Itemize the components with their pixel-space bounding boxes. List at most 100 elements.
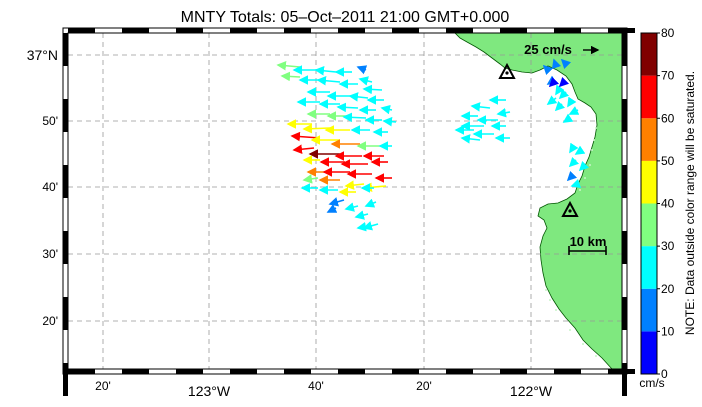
frame-checker <box>622 99 627 132</box>
map-panel[interactable]: 25 cm/s 10 km <box>62 27 635 396</box>
current-vector <box>326 204 338 213</box>
frame-checker <box>554 369 581 374</box>
current-vector <box>356 221 371 232</box>
current-vector <box>358 76 373 86</box>
colorbar-block <box>641 160 657 204</box>
current-vector <box>567 96 577 108</box>
frame-checker <box>63 297 68 330</box>
map-frame-ticks <box>63 28 635 396</box>
frame-checker <box>63 33 68 66</box>
current-vector <box>382 116 397 127</box>
current-vector <box>568 156 580 168</box>
frame-checker <box>554 28 581 33</box>
graticule <box>68 33 622 369</box>
colorbar-tick-label: 60 <box>661 111 675 125</box>
lon-label-4: 122°W <box>510 383 553 399</box>
frame-checker <box>608 369 635 374</box>
frame-checker <box>500 369 527 374</box>
colorbar-block <box>641 118 657 161</box>
frame-checker <box>122 369 149 374</box>
frame-checker <box>608 28 635 33</box>
colorbar-tick-label: 0 <box>661 367 668 381</box>
colorbar-block <box>641 33 657 76</box>
colorbar-tick-label: 20 <box>661 282 675 296</box>
colorbar-units: cm/s <box>639 376 664 390</box>
current-vector <box>554 100 566 112</box>
frame-checker <box>284 369 311 374</box>
frame-checker <box>392 369 419 374</box>
current-vector <box>570 178 582 189</box>
current-vector <box>562 113 574 123</box>
frame-checker <box>63 99 68 132</box>
frame-checker <box>63 363 68 396</box>
reference-arrow-label: 25 cm/s <box>524 42 572 57</box>
colorbar-block <box>641 203 657 247</box>
colorbar-tick-label: 30 <box>661 239 675 253</box>
frame-checker <box>622 297 627 330</box>
lon-label-2: 40' <box>308 379 324 393</box>
colorbar-block <box>641 288 657 332</box>
current-vector <box>354 210 369 220</box>
frame-checker <box>230 369 257 374</box>
current-vector <box>348 92 369 102</box>
frame-checker <box>446 28 473 33</box>
lat-label-2: 40' <box>42 180 58 194</box>
lon-label-3: 20' <box>416 379 432 393</box>
frame-checker <box>338 28 365 33</box>
frame-checker <box>446 369 473 374</box>
colorbar: 0 10 20 30 40 50 60 70 80 cm/s <box>639 26 674 390</box>
colorbar-tick-label: 10 <box>661 324 675 338</box>
current-vector <box>496 107 511 118</box>
colorbar-tick-labels: 0 10 20 30 40 50 60 70 80 <box>657 26 675 381</box>
current-vector <box>342 112 367 123</box>
current-vector <box>380 104 393 115</box>
current-vector <box>328 197 345 207</box>
scale-bar-label: 10 km <box>570 234 607 249</box>
scale-bar: 10 km <box>568 234 607 255</box>
current-vector <box>558 88 570 100</box>
reference-arrow: 25 cm/s <box>524 42 600 57</box>
coastline-texture <box>545 127 597 357</box>
current-vector <box>569 142 579 154</box>
lat-label-4: 20' <box>42 314 58 328</box>
lat-label-3: 30' <box>42 247 58 261</box>
current-vector <box>574 145 586 155</box>
current-vector <box>558 76 570 88</box>
frame-checker <box>176 28 203 33</box>
lat-label-0: 37°N <box>27 47 58 63</box>
current-vector <box>470 102 491 112</box>
current-vector <box>560 58 572 70</box>
frame-checker <box>622 231 627 264</box>
current-vector <box>344 202 359 212</box>
lat-label-1: 50' <box>42 114 58 128</box>
frame-checker <box>622 33 627 66</box>
frame-checker <box>176 369 203 374</box>
colorbar-tick-label: 40 <box>661 197 675 211</box>
longitude-labels: 20' 123°W 40' 20' 122°W <box>95 379 553 399</box>
current-vector <box>460 134 481 144</box>
frame-checker <box>284 28 311 33</box>
current-vector <box>568 106 580 115</box>
map-title: MNTY Totals: 05–Oct–2011 21:00 GMT+0.000 <box>181 9 510 26</box>
current-vector <box>578 160 590 172</box>
current-vector <box>362 84 383 95</box>
frame-checker <box>230 28 257 33</box>
frame-checker <box>63 231 68 264</box>
radar-site-north[interactable] <box>498 62 516 79</box>
frame-checker <box>500 28 527 33</box>
colorbar-tick-label: 50 <box>661 154 675 168</box>
current-vector <box>546 95 558 105</box>
colorbar-block <box>641 75 657 119</box>
current-vector <box>302 123 331 134</box>
frame-checker <box>622 363 627 396</box>
radar-site-south[interactable] <box>561 200 579 217</box>
colorbar-blocks <box>641 33 657 374</box>
latitude-labels: 37°N 50' 40' 30' 20' <box>27 47 58 328</box>
current-vector <box>542 64 554 76</box>
current-vector <box>314 66 337 76</box>
current-vector <box>551 58 562 70</box>
colorbar-tick-label: 80 <box>661 26 675 40</box>
current-vector <box>356 65 368 75</box>
frame-checker <box>68 28 95 33</box>
